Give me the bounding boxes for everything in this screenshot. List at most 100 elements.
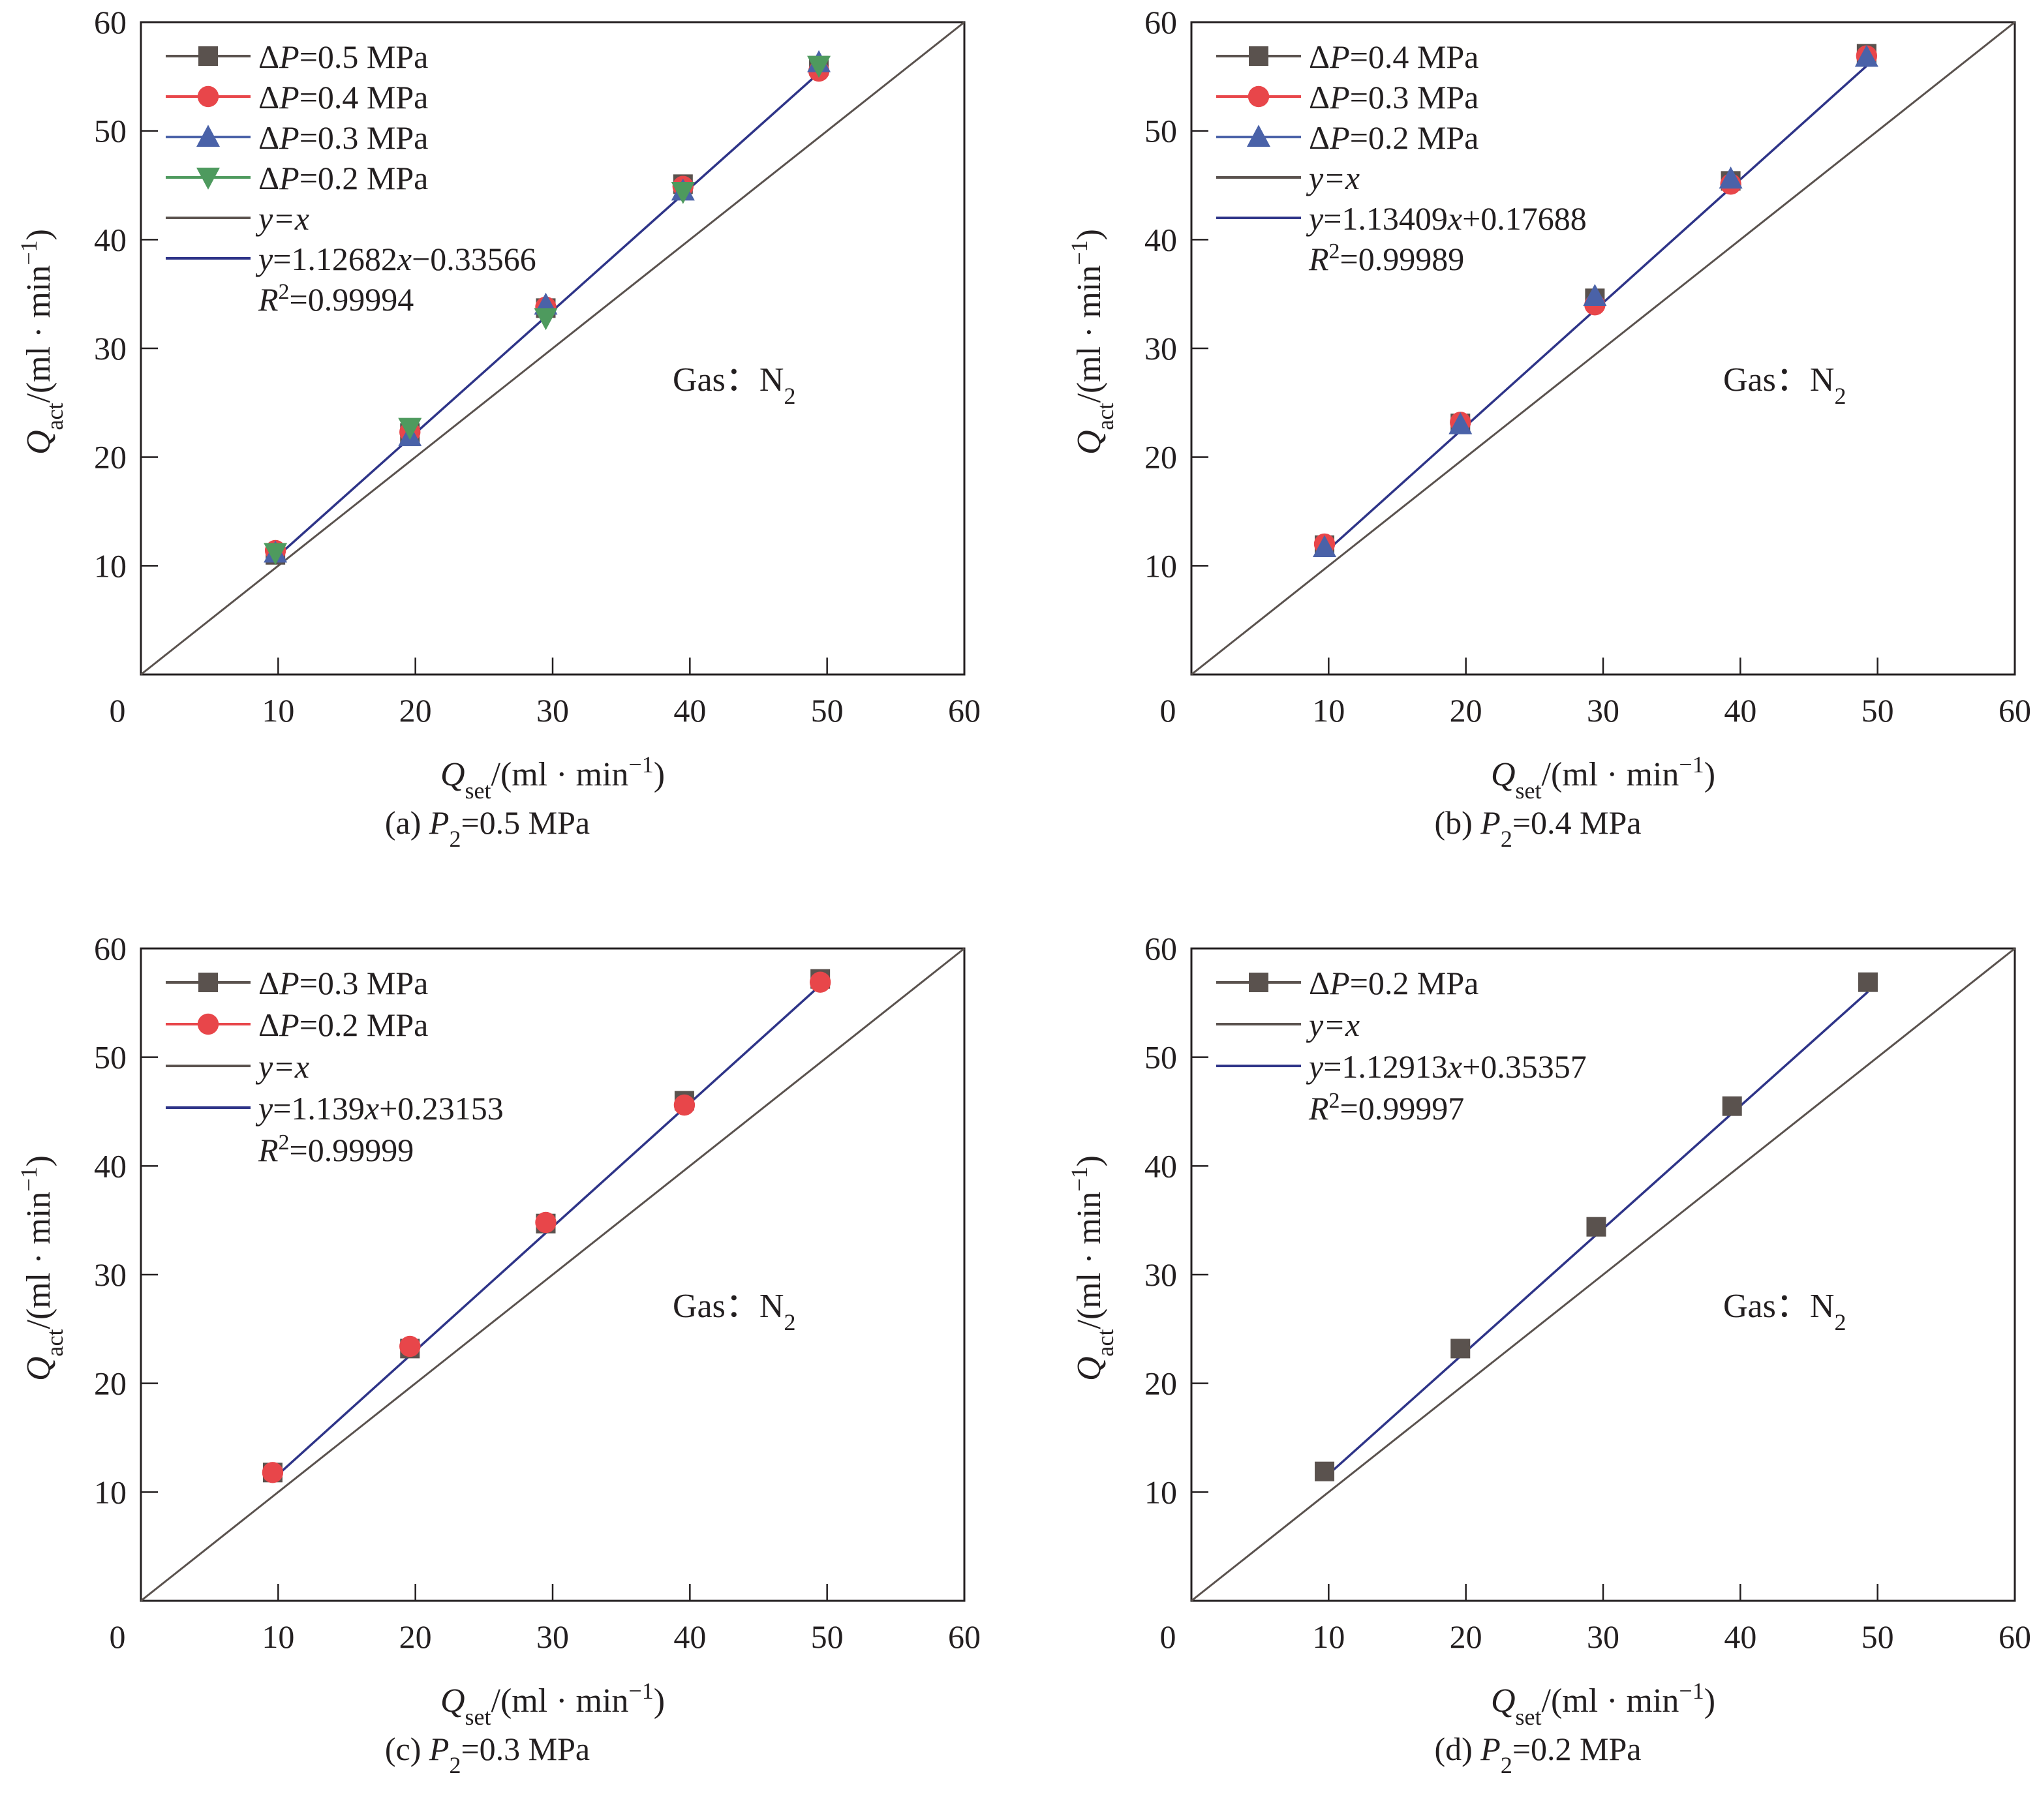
x-tick-label: 10 <box>1312 692 1345 729</box>
y-tick-label: 10 <box>94 1474 127 1510</box>
panel-a: 0 10 20 30 40 50 60 10 20 30 40 50 60 ΔP=0.5 MPa ΔP=0.… <box>0 0 1018 894</box>
x-tick-label: 20 <box>1450 692 1482 729</box>
data-point-circle <box>673 1094 696 1116</box>
caption-suffix: =0.2 MPa <box>1512 1731 1642 1767</box>
y-tick-label: 40 <box>94 1147 127 1184</box>
legend-delta: Δ <box>1309 79 1330 115</box>
y-tick-label: 60 <box>94 930 127 967</box>
x-title-sup: −1 <box>628 751 653 778</box>
legend-label-identity: y=x <box>1306 160 1360 196</box>
x-tick-label: 30 <box>536 692 569 729</box>
data-point-triangle_down <box>264 543 288 566</box>
x-title-sub: set <box>465 1704 491 1730</box>
fit-intercept: +0.35357 <box>1462 1048 1587 1085</box>
data-point-circle <box>809 971 831 993</box>
x-tick-label: 60 <box>1999 1618 2031 1655</box>
caption-var: P <box>1480 1731 1501 1767</box>
legend-delta: Δ <box>1309 119 1330 156</box>
data-point-triangle_down <box>671 182 695 204</box>
y-tick-label: 60 <box>94 4 127 40</box>
x-title-close: ) <box>1704 1682 1715 1720</box>
legend-value: =0.2 MPa <box>299 160 429 196</box>
y-title-sub: act <box>42 1329 68 1356</box>
y-title-close: ) <box>1071 1155 1108 1166</box>
x-tick-label: 40 <box>673 1618 706 1655</box>
y-tick-label: 30 <box>1144 1256 1177 1293</box>
x-tick-label: 40 <box>673 692 706 729</box>
x-tick-label: 60 <box>948 1618 981 1655</box>
y-axis-title: Qact/(ml · min−1) <box>16 1155 68 1381</box>
x-tick-label: 0 <box>110 692 126 729</box>
legend-var: P <box>279 1007 299 1043</box>
legend-label: ΔP=0.4 MPa <box>1309 38 1478 75</box>
caption-var: P <box>429 1731 450 1767</box>
legend-label-fit: y=1.12913x+0.35357 <box>1306 1048 1587 1085</box>
x-title-unit: /(ml · min <box>491 756 629 793</box>
fit-y: y <box>255 241 273 277</box>
fit-x: x <box>1447 200 1462 237</box>
legend-delta: Δ <box>258 965 279 1001</box>
fit-slope: =1.13409 <box>1323 200 1448 237</box>
data-point-square <box>1858 972 1878 992</box>
data-point-circle <box>262 1462 284 1483</box>
y-title-sup: −1 <box>16 1166 42 1191</box>
legend-r2: R2=0.99999 <box>258 1130 414 1169</box>
y-tick-label: 50 <box>1144 1039 1177 1076</box>
data-point-triangle_down <box>398 417 422 440</box>
legend-value: =0.3 MPa <box>1350 79 1479 115</box>
data-point-square <box>1722 1096 1742 1116</box>
x-axis-title: Qset/(ml · min−1) <box>1491 1678 1715 1730</box>
legend-var: P <box>279 38 299 75</box>
fit-x: x <box>364 1090 379 1127</box>
fit-slope: =1.139 <box>273 1090 365 1127</box>
y-tick-label: 20 <box>1144 1365 1177 1402</box>
panel-caption: (d) P2=0.2 MPa <box>1434 1731 1641 1778</box>
y-tick-label: 40 <box>1144 1147 1177 1184</box>
y-title-close: ) <box>20 229 57 240</box>
legend-marker-square <box>1249 973 1268 992</box>
x-tick-label: 60 <box>1999 692 2031 729</box>
y-title-sup: −1 <box>1066 240 1092 265</box>
x-tick-label: 10 <box>262 1618 294 1655</box>
x-axis-title: Qset/(ml · min−1) <box>440 751 665 804</box>
x-title-sub: set <box>1516 1704 1542 1730</box>
legend-value: =0.3 MPa <box>299 119 429 156</box>
data-point-square <box>1586 1217 1606 1237</box>
y-title-sub: act <box>1092 402 1118 430</box>
data-point-triangle_down <box>807 55 831 78</box>
fit-y: y <box>1306 200 1324 237</box>
y-tick-label: 60 <box>1144 930 1177 967</box>
fit-x: x <box>397 241 412 277</box>
legend-label: ΔP=0.2 MPa <box>258 1007 428 1043</box>
data-point-square <box>1315 1461 1335 1481</box>
legend-label: ΔP=0.2 MPa <box>258 160 428 196</box>
x-title-unit: /(ml · min <box>491 1682 629 1720</box>
gas-sub: 2 <box>784 383 795 409</box>
y-title-sup: −1 <box>16 240 42 265</box>
r2-var: R <box>1308 1090 1329 1127</box>
x-tick-label: 20 <box>399 1618 432 1655</box>
y-axis-title: Qact/(ml · min−1) <box>1066 229 1118 455</box>
r2-var: R <box>1308 241 1329 277</box>
caption-var: P <box>1480 804 1501 841</box>
data-point-circle <box>535 1211 557 1234</box>
legend-marker-square <box>198 46 218 66</box>
series-square <box>1315 972 1878 1481</box>
x-title-unit: /(ml · min <box>1542 756 1679 793</box>
legend-var: P <box>279 965 299 1001</box>
gas-annotation: Gas：N2 <box>1723 361 1846 409</box>
caption-prefix: (c) <box>385 1731 429 1767</box>
x-title-unit: /(ml · min <box>1542 1682 1679 1720</box>
x-tick-label: 0 <box>1160 692 1176 729</box>
fit-x: x <box>1447 1048 1462 1085</box>
legend-marker-circle <box>1248 85 1270 108</box>
legend-value: =0.2 MPa <box>299 1007 429 1043</box>
x-tick-label: 50 <box>811 692 844 729</box>
y-title-unit: /(ml · min <box>1071 265 1108 403</box>
panel-caption: (a) P2=0.5 MPa <box>385 804 590 852</box>
legend-var: P <box>1329 119 1350 156</box>
caption-sub: 2 <box>1501 826 1512 852</box>
legend-value: =0.3 MPa <box>299 965 429 1001</box>
legend-delta: Δ <box>258 160 279 196</box>
